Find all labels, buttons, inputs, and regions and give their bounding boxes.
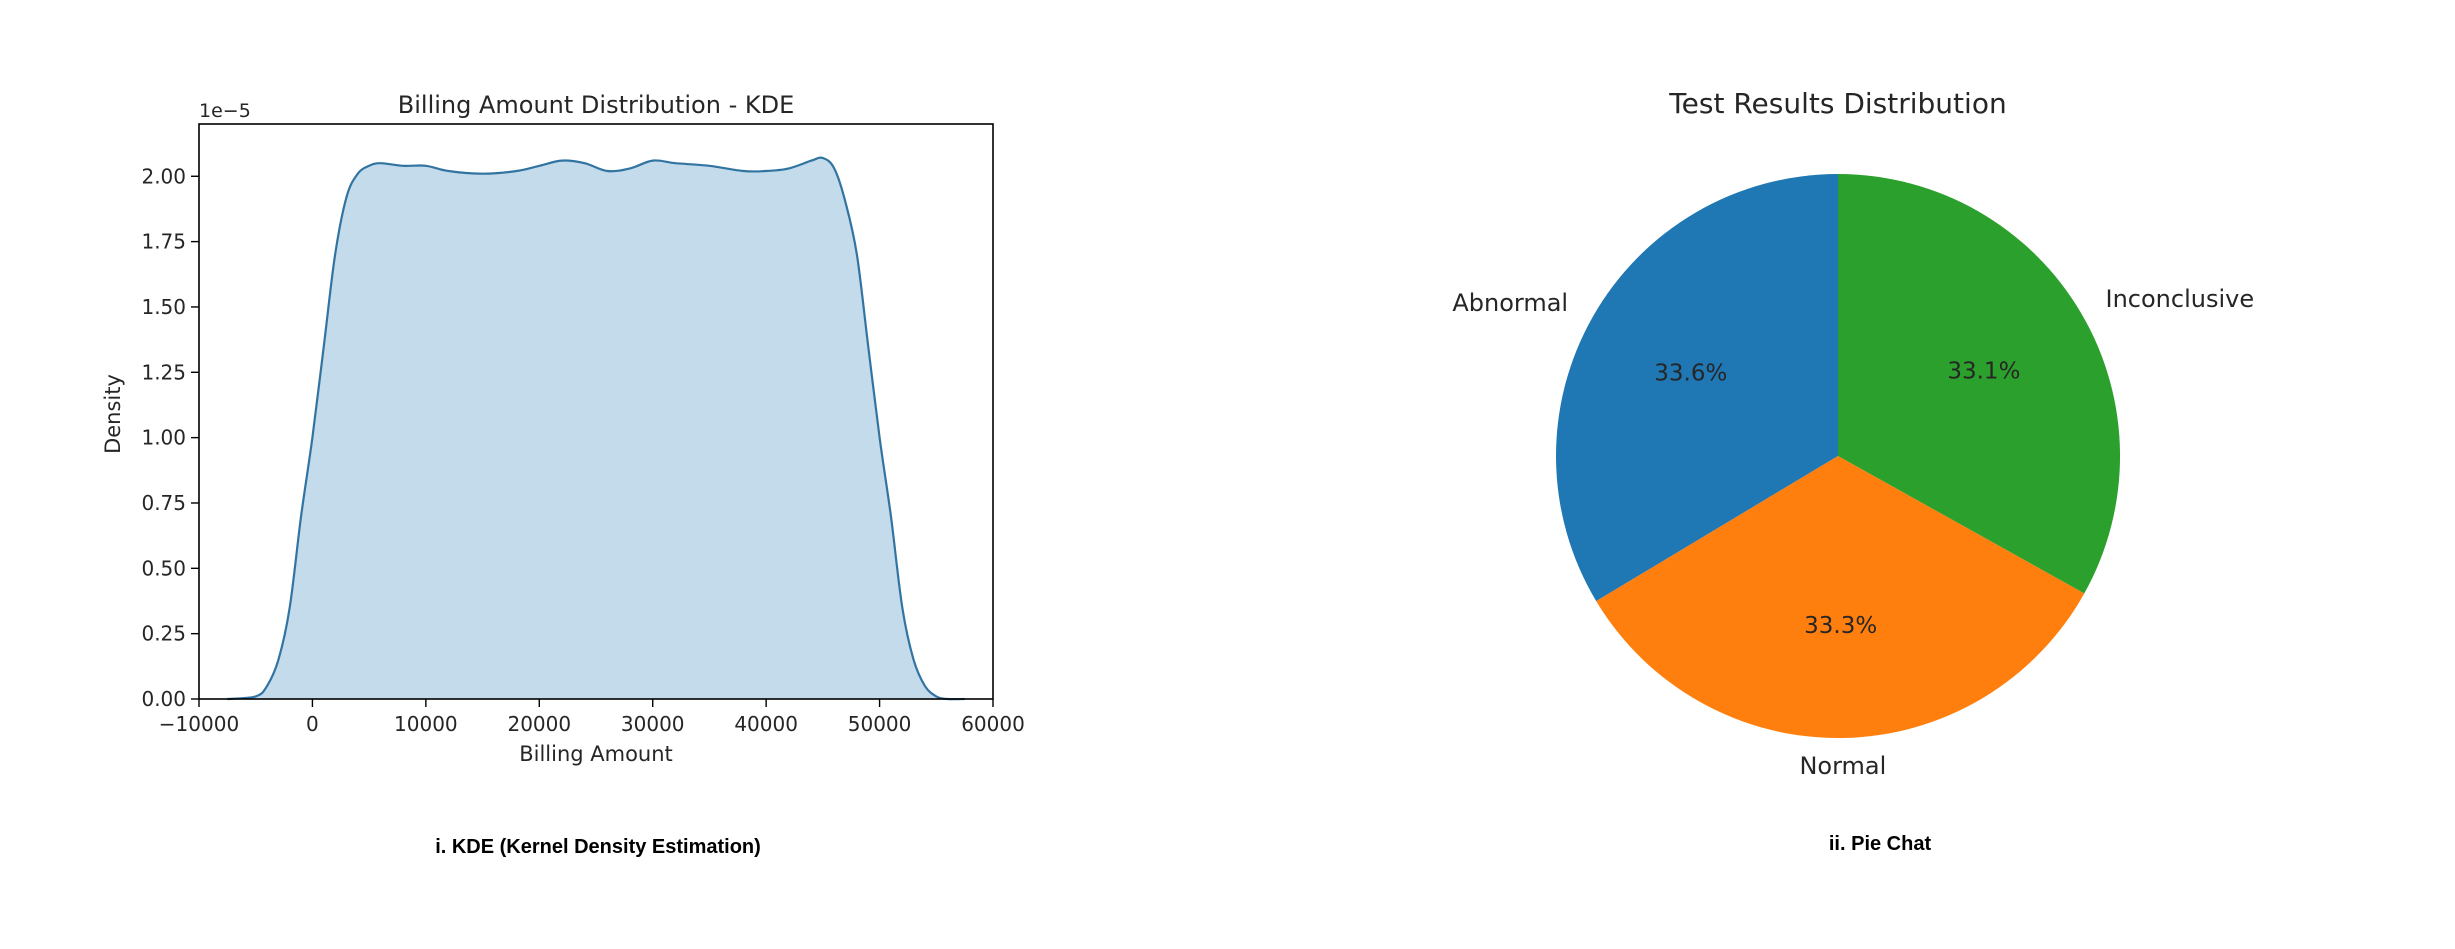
kde-density-line: [227, 156, 965, 701]
kde-y-tick-label: 1.75: [141, 230, 186, 254]
pie-category-label: Normal: [1799, 752, 1886, 780]
kde-x-tick-label: 60000: [961, 712, 1025, 736]
kde-chart: −10000 0 10000 20000 30000 40000 50000 60000 0.…: [101, 91, 1025, 766]
pie-slice-normal: [1596, 456, 2085, 739]
pie-percent-label: 33.6%: [1654, 361, 1727, 387]
kde-x-ticks: −10000 0 10000 20000 30000 40000 50000 60000: [159, 699, 1025, 736]
kde-x-tick-label: 0: [306, 712, 319, 736]
kde-y-tick-label: 0.00: [141, 687, 186, 711]
pie-percent-label: 33.1%: [1947, 358, 2020, 384]
kde-y-tick-label: 0.75: [141, 491, 186, 515]
pie-slice-abnormal: [1556, 174, 1838, 602]
pie-category-label: Abnormal: [1452, 289, 1568, 317]
kde-y-axis-label: Density: [101, 374, 125, 454]
kde-x-axis-label: Billing Amount: [519, 742, 673, 766]
kde-x-tick-label: 10000: [394, 712, 458, 736]
pie-chart: Test Results Distribution 33.6%Abnormal3…: [1452, 87, 2254, 780]
pie-slices: [1556, 173, 2121, 739]
pie-percent-label: 33.3%: [1804, 613, 1877, 639]
kde-y-offset-label: 1e−5: [199, 100, 251, 122]
kde-title: Billing Amount Distribution - KDE: [398, 91, 794, 119]
kde-y-tick-label: 1.50: [141, 295, 186, 319]
pie-category-label: Inconclusive: [2106, 285, 2255, 313]
kde-y-tick-label: 2.00: [141, 164, 186, 188]
kde-y-tick-label: 0.25: [141, 622, 186, 646]
pie-caption: ii. Pie Chat: [1828, 833, 1932, 855]
pie-title: Test Results Distribution: [1668, 87, 2006, 120]
kde-y-ticks: 0.00 0.25 0.50 0.75 1.00 1.25 1.50 1.75 2.00: [141, 164, 199, 711]
kde-y-tick-label: 1.25: [141, 360, 186, 384]
kde-x-tick-label: 50000: [848, 712, 912, 736]
pie-slice-inconclusive: [1838, 173, 2121, 594]
kde-density-fill: [227, 157, 965, 700]
kde-x-tick-label: 40000: [734, 712, 798, 736]
kde-x-tick-label: −10000: [159, 712, 239, 736]
kde-y-tick-label: 1.00: [141, 426, 186, 450]
kde-x-tick-label: 20000: [507, 712, 571, 736]
pie-labels: 33.6% Abnormal 33.3% Normal 33.1% Inconclusiv…: [1452, 285, 2254, 780]
kde-axes-frame: [198, 123, 994, 700]
kde-y-tick-label: 0.50: [141, 556, 186, 580]
kde-x-tick-label: 30000: [621, 712, 685, 736]
kde-caption: i. KDE (Kernel Density Estimation): [435, 836, 761, 858]
